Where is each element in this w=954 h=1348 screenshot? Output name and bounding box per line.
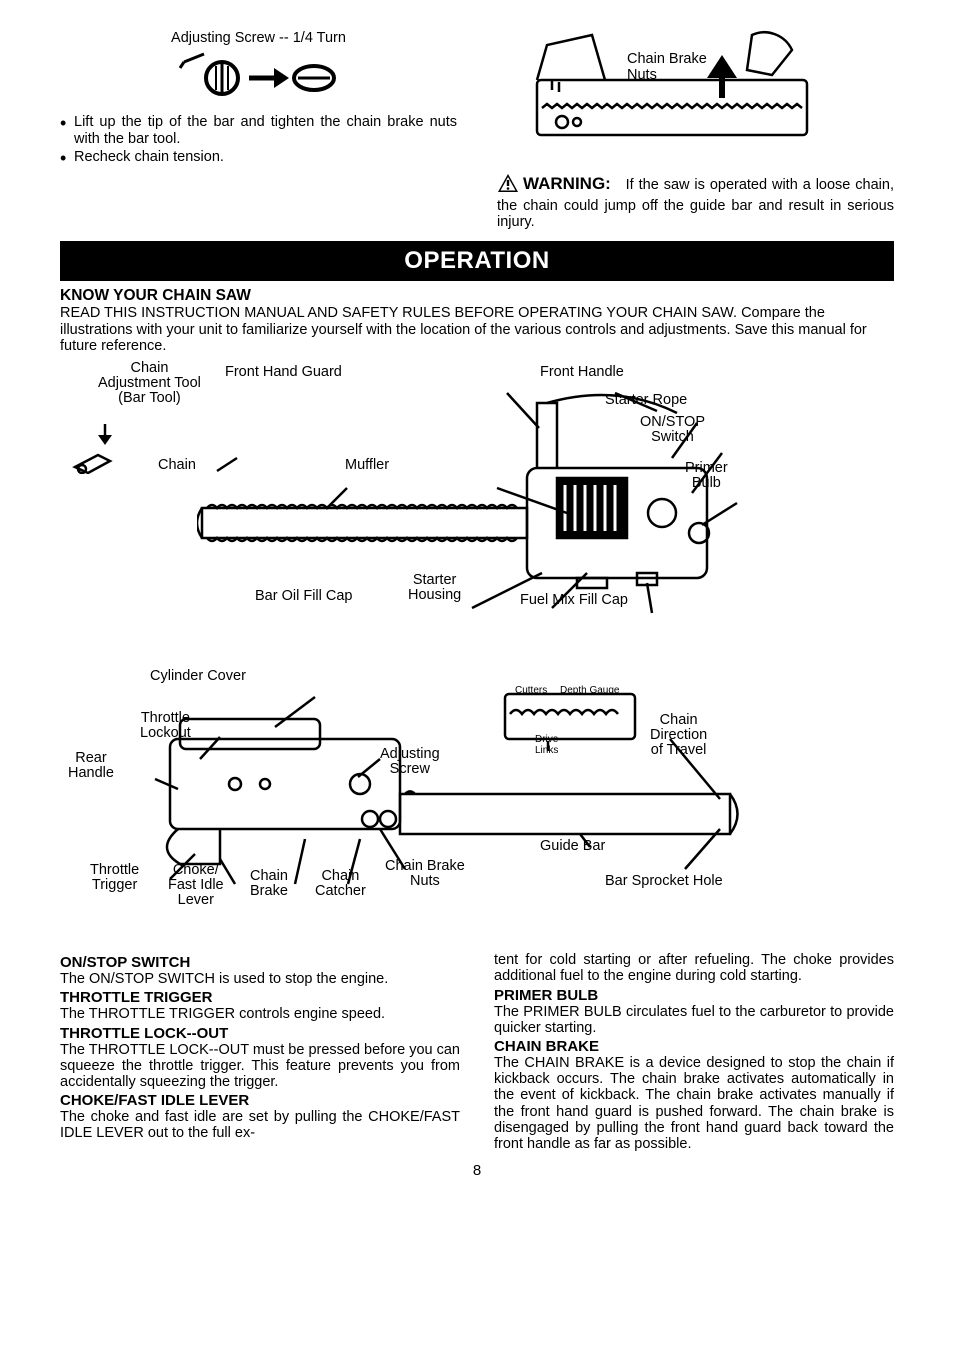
know-paragraph: READ THIS INSTRUCTION MANUAL AND SAFETY … (60, 305, 894, 355)
label-adjusting-screw: AdjustingScrew (380, 747, 440, 777)
on-stop-heading: ON/STOP SWITCH (60, 954, 460, 971)
throttle-trigger-para: The THROTTLE TRIGGER controls engine spe… (60, 1006, 460, 1022)
label-primer-bulb: PrimerBulb (685, 461, 728, 491)
diagram-2: Cylinder Cover ThrottleLockout Adjusting… (60, 669, 894, 944)
label-muffler: Muffler (345, 458, 389, 473)
label-chain-brake-nuts: Chain BrakeNuts (385, 859, 465, 889)
choke-para-cont: tent for cold starting or after refuelin… (494, 952, 894, 984)
choke-para: The choke and fast idle are set by pulli… (60, 1109, 460, 1141)
label-on-stop: ON/STOPSwitch (640, 415, 705, 445)
primer-para: The PRIMER BULB circulates fuel to the c… (494, 1004, 894, 1036)
warning-word: WARNING: (523, 174, 611, 193)
adjusting-screw-diagram (60, 50, 457, 104)
label-cutters: Cutters (515, 686, 547, 697)
top-left-col: Adjusting Screw -- 1/4 Turn (60, 30, 457, 231)
operation-heading-bar: OPERATION (60, 241, 894, 281)
throttle-lockout-para: The THROTTLE LOCK--OUT must be pressed b… (60, 1042, 460, 1091)
throttle-trigger-heading: THROTTLE TRIGGER (60, 989, 460, 1006)
on-stop-para: The ON/STOP SWITCH is used to stop the e… (60, 971, 460, 987)
choke-heading: CHOKE/FAST IDLE LEVER (60, 1092, 460, 1109)
bullet-item: Lift up the tip of the bar and tighten t… (60, 114, 457, 147)
warning-block: WARNING: If the saw is operated with a l… (497, 173, 894, 231)
label-chain-direction: ChainDirectionof Travel (650, 713, 707, 759)
label-bar-sprocket-hole: Bar Sprocket Hole (605, 874, 723, 889)
chain-brake-heading: CHAIN BRAKE (494, 1038, 894, 1055)
label-starter-housing: StarterHousing (408, 573, 461, 603)
label-drive-links: DriveLinks (535, 735, 558, 756)
label-rear-handle: RearHandle (68, 751, 114, 781)
label-chain-catcher: ChainCatcher (315, 869, 366, 899)
chain-brake-nuts-diagram (497, 30, 817, 160)
top-bullet-list: Lift up the tip of the bar and tighten t… (60, 114, 457, 166)
diagram-1: ChainAdjustment Tool(Bar Tool) Front Han… (60, 361, 894, 661)
bullet-item: Recheck chain tension. (60, 149, 457, 166)
adjusting-screw-label: Adjusting Screw -- 1/4 Turn (60, 30, 457, 46)
label-bar-oil: Bar Oil Fill Cap (255, 589, 353, 604)
label-throttle-lockout: ThrottleLockout (140, 711, 191, 741)
top-row: Adjusting Screw -- 1/4 Turn (60, 30, 894, 231)
label-chain-adj-tool: ChainAdjustment Tool(Bar Tool) (98, 361, 201, 407)
label-guide-bar: Guide Bar (540, 839, 605, 854)
label-fuel-mix: Fuel Mix Fill Cap (520, 593, 628, 608)
label-depth-gauge: Depth Gauge (560, 686, 620, 697)
primer-heading: PRIMER BULB (494, 987, 894, 1004)
warning-icon (497, 173, 519, 198)
throttle-lockout-heading: THROTTLE LOCK--OUT (60, 1025, 460, 1042)
label-starter-rope: Starter Rope (605, 393, 687, 408)
label-chain-brake: ChainBrake (250, 869, 288, 899)
label-front-handle: Front Handle (540, 365, 624, 380)
label-throttle-trigger: ThrottleTrigger (90, 863, 139, 893)
top-right-col: Chain Brake Nuts (497, 30, 894, 231)
know-heading: KNOW YOUR CHAIN SAW (60, 287, 894, 305)
left-col: ON/STOP SWITCH The ON/STOP SWITCH is use… (60, 952, 460, 1152)
know-section: KNOW YOUR CHAIN SAW READ THIS INSTRUCTIO… (60, 287, 894, 355)
label-cylinder-cover: Cylinder Cover (150, 669, 246, 684)
page-number: 8 (60, 1162, 894, 1179)
bar-tool-icon (70, 419, 140, 474)
chain-brake-nuts-label: Chain Brake Nuts (627, 52, 707, 84)
descriptions-columns: ON/STOP SWITCH The ON/STOP SWITCH is use… (60, 952, 894, 1152)
chain-brake-para: The CHAIN BRAKE is a device designed to … (494, 1055, 894, 1152)
label-front-hand-guard: Front Hand Guard (225, 365, 342, 380)
label-choke-fast-idle: Choke/Fast IdleLever (168, 863, 224, 909)
label-chain: Chain (158, 458, 196, 473)
right-col: tent for cold starting or after refuelin… (494, 952, 894, 1152)
